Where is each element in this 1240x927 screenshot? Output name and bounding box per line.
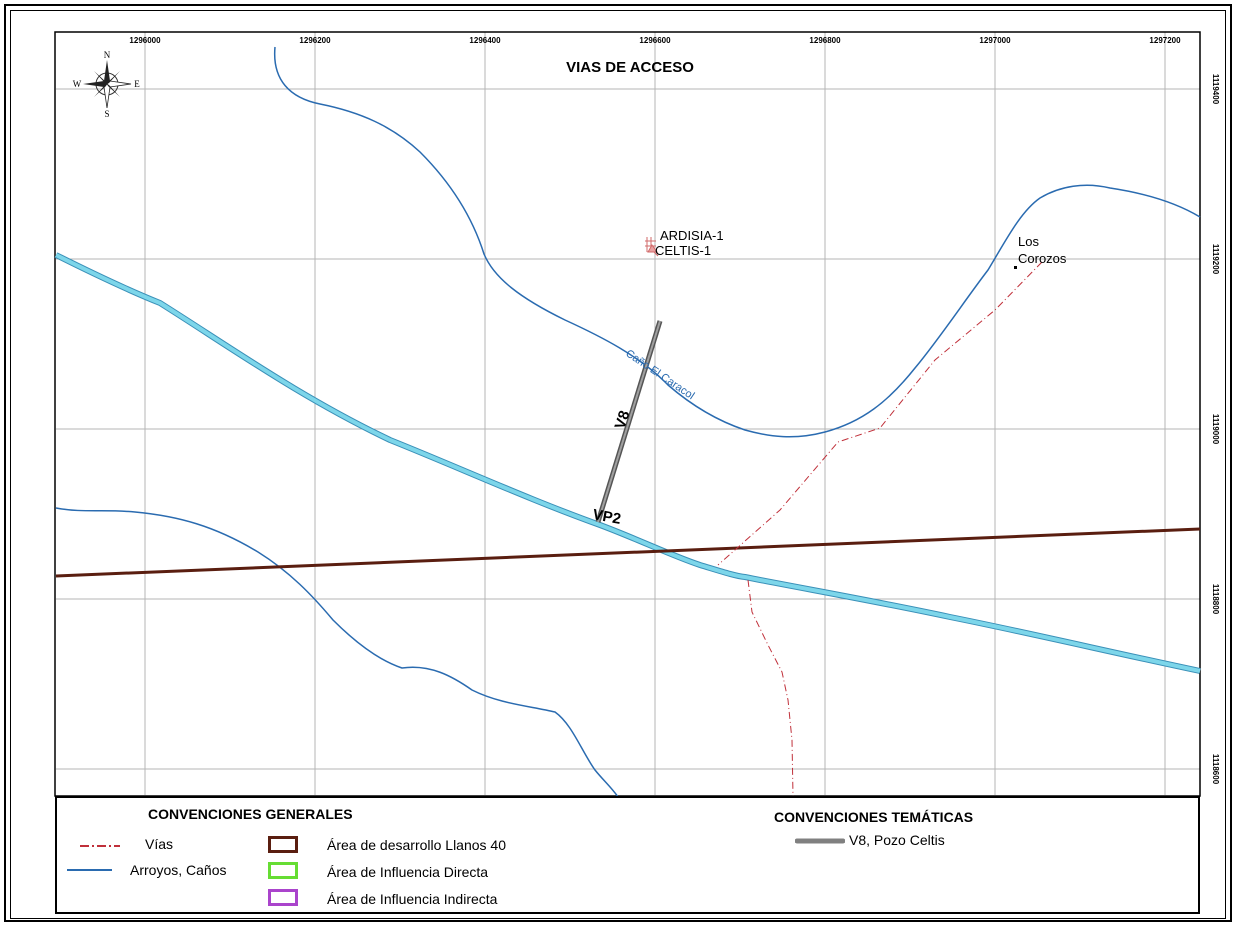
place-marker-icon <box>1014 266 1017 269</box>
legend-thematic-title: CONVENCIONES TEMÁTICAS <box>774 809 974 825</box>
legend-panel: CONVENCIONES GENERALES CONVENCIONES TEMÁ… <box>55 796 1200 914</box>
legend-general-title: CONVENCIONES GENERALES <box>148 806 353 822</box>
legend-area-desarrollo-symbol <box>268 836 298 853</box>
y-tick-label: 1118800 <box>1211 584 1220 615</box>
x-tick-label: 1296400 <box>469 36 501 45</box>
compass-s: S <box>104 109 109 119</box>
stream-cano-el-caracol <box>273 46 1201 438</box>
place-label-line2: Corozos <box>1018 251 1067 266</box>
grid <box>56 32 1200 795</box>
legend-vias-label: Vías <box>145 836 174 852</box>
via-los-corozos <box>717 261 1043 566</box>
legend-area-directa-symbol <box>268 862 298 879</box>
outer-frame <box>4 4 1232 922</box>
stream-label: Caño El Caracol <box>623 348 696 403</box>
legend-v8-label: V8, Pozo Celtis <box>849 832 945 848</box>
legend-arroyos-symbol <box>67 869 112 871</box>
compass-w: W <box>73 79 82 89</box>
legend-vias-symbol <box>80 845 120 847</box>
y-tick-label: 1119000 <box>1211 414 1220 445</box>
compass-letters: N S E W <box>73 50 141 119</box>
road-vp2-label: VP2 <box>591 506 622 528</box>
road-v8-label: V8 <box>612 409 634 432</box>
inner-frame <box>10 10 1226 919</box>
legend-arroyos-label: Arroyos, Caños <box>130 862 227 878</box>
legend-area-indirecta-label: Área de Influencia Indirecta <box>327 891 498 907</box>
well-celtis-label: CELTIS-1 <box>655 243 711 258</box>
well-ardisia-label: ARDISIA-1 <box>660 228 724 243</box>
streams <box>55 46 1201 798</box>
stream-southwest <box>55 507 619 798</box>
x-tick-label: 1296200 <box>299 36 331 45</box>
x-tick-label: 1296000 <box>129 36 161 45</box>
area-desarrollo-line <box>55 527 1201 578</box>
via-south <box>747 579 794 797</box>
compass-e: E <box>134 79 140 89</box>
legend-v8-symbol <box>795 838 845 844</box>
y-tick-labels: 1119400 1119200 1119000 1118800 1118600 <box>1211 74 1220 785</box>
y-tick-label: 1119400 <box>1211 74 1220 105</box>
vias-dashed <box>717 261 1043 797</box>
x-tick-label: 1297000 <box>979 36 1011 45</box>
compass-n: N <box>104 50 111 60</box>
y-tick-label: 1118600 <box>1211 754 1220 785</box>
legend-area-desarrollo-label: Área de desarrollo Llanos 40 <box>327 837 507 853</box>
compass-rose-icon <box>83 60 132 109</box>
x-tick-labels: 1296000 1296200 1296400 1296600 1296800 … <box>129 36 1181 45</box>
legend-area-directa-label: Área de Influencia Directa <box>327 864 489 880</box>
road-v8-line <box>595 320 663 523</box>
x-tick-label: 1296800 <box>809 36 841 45</box>
well-icon <box>645 237 659 257</box>
y-tick-label: 1119200 <box>1211 244 1220 275</box>
map-title: VIAS DE ACCESO <box>566 59 694 76</box>
x-tick-label: 1296600 <box>639 36 671 45</box>
legend-area-indirecta-symbol <box>268 889 298 906</box>
main-river <box>54 252 1201 674</box>
place-label-line1: Los <box>1018 234 1039 249</box>
x-tick-label: 1297200 <box>1149 36 1181 45</box>
